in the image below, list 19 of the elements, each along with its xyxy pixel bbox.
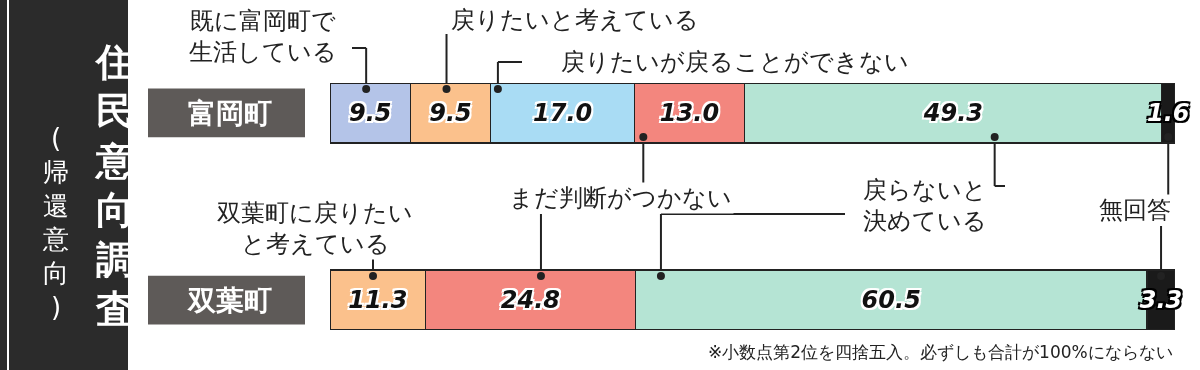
data-label: 24.8 (500, 286, 561, 315)
annotation: 戻らないと決めている (863, 176, 987, 236)
annotation: 戻りたいが戻ることができない (561, 48, 909, 76)
annotation: ※小数点第2位を四捨五入。必ずしも合計が100%にならない (708, 342, 1173, 362)
annotation: まだ判断がつかない (509, 184, 732, 212)
y-tick-label: 双葉町 (187, 283, 272, 317)
data-label: 13.0 (659, 98, 720, 127)
annotation: 戻りたいと考えている (451, 6, 699, 34)
annotation: 既に富岡町で生活している (189, 7, 337, 67)
annotation: 無回答 (1099, 196, 1171, 224)
data-label: 11.3 (348, 286, 408, 315)
text: (帰還意向) (42, 123, 69, 322)
y-tick-label: 富岡町 (188, 96, 272, 130)
data-label: 9.5 (348, 98, 392, 127)
data-label: 60.5 (861, 286, 921, 315)
data-label: 17.0 (533, 98, 593, 127)
data-label: 49.3 (922, 98, 984, 127)
data-label: 9.5 (429, 98, 472, 127)
annotation: 双葉町に戻りたいと考えている (217, 199, 413, 259)
